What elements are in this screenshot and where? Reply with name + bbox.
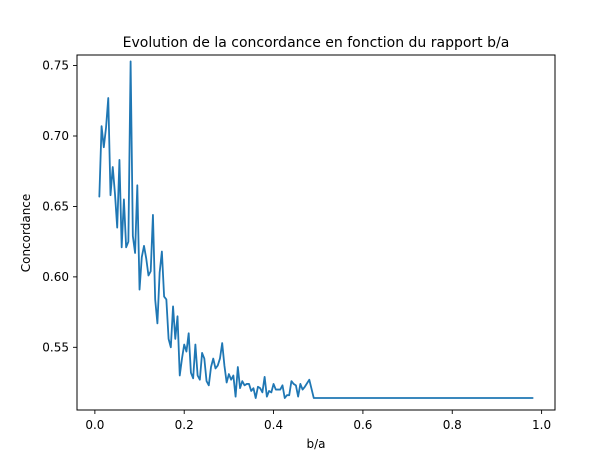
y-tick-label: 0.55 (42, 340, 69, 354)
x-tick-label: 0.2 (175, 418, 194, 432)
y-tick-label: 0.65 (42, 199, 69, 213)
plot-area-frame (76, 54, 556, 411)
x-axis-ticks: 0.0 0.2 0.4 0.6 0.8 1.0 (85, 410, 551, 432)
x-tick-label: 0.8 (443, 418, 462, 432)
y-axis-label: Concordance (19, 194, 33, 273)
y-axis-ticks: 0.55 0.60 0.65 0.70 0.75 (42, 59, 77, 354)
y-tick-label: 0.70 (42, 129, 69, 143)
concordance-series-line (98, 60, 534, 399)
y-tick-label: 0.75 (42, 59, 69, 73)
x-tick-label: 0.0 (85, 418, 104, 432)
x-tick-label: 1.0 (532, 418, 551, 432)
x-tick-label: 0.4 (264, 418, 283, 432)
y-tick-label: 0.60 (42, 270, 69, 284)
chart-title: Evolution de la concordance en fonction … (123, 35, 510, 51)
x-axis-label: b/a (306, 437, 325, 451)
x-tick-label: 0.6 (353, 418, 372, 432)
